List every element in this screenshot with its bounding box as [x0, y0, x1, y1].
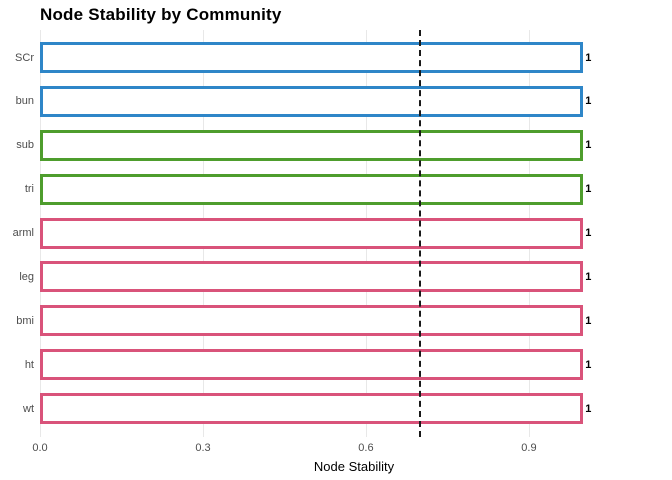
reference-line: [419, 30, 422, 437]
y-tick-label-leg: leg: [19, 270, 34, 283]
bar-bmi: [40, 305, 584, 337]
bar-value-label-SCr: 1: [585, 51, 592, 64]
y-tick-label-wt: wt: [23, 402, 34, 415]
bar-value-label-sub: 1: [585, 139, 592, 152]
bar-value-label-leg: 1: [585, 270, 592, 283]
bar-value-label-bmi: 1: [585, 314, 592, 327]
bar-bun: [40, 85, 584, 117]
x-tick-label-0.9: 0.9: [521, 442, 537, 454]
bar-value-label-wt: 1: [585, 402, 592, 415]
y-tick-label-SCr: SCr: [15, 51, 34, 64]
bar-wt: [40, 393, 584, 424]
y-tick-label-arml: arml: [12, 227, 34, 239]
y-tick-label-ht: ht: [24, 358, 34, 371]
y-tick-label-bmi: bmi: [16, 314, 34, 327]
x-tick-label-0.3: 0.3: [195, 442, 211, 454]
bar-sub: [40, 129, 584, 161]
y-tick-label-sub: sub: [16, 139, 34, 152]
bar-value-label-bun: 1: [585, 95, 592, 108]
bar-value-label-arml: 1: [585, 227, 592, 239]
y-tick-label-tri: tri: [24, 183, 34, 196]
bar-value-label-ht: 1: [585, 358, 592, 371]
y-tick-label-bun: bun: [15, 95, 34, 108]
bar-tri: [40, 173, 584, 205]
bar-arml: [40, 217, 584, 249]
bar-leg: [40, 261, 584, 293]
bar-value-label-tri: 1: [585, 183, 592, 196]
x-tick-label-0.0: 0.0: [32, 442, 48, 454]
chart-title: Node Stability by Community: [40, 5, 282, 24]
bar-ht: [40, 349, 584, 381]
x-tick-label-0.6: 0.6: [358, 442, 374, 454]
bar-SCr: [40, 42, 584, 73]
x-axis-title: Node Stability: [313, 459, 395, 474]
